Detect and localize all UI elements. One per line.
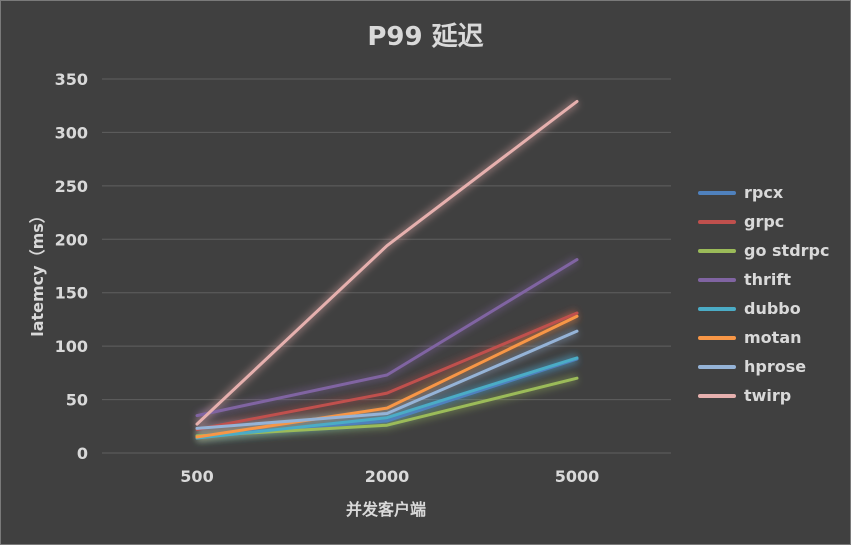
legend-item-grpc[interactable]: grpc [698, 207, 829, 236]
y-tick-label: 100 [55, 337, 88, 356]
legend: rpcx grpc go stdrpc thrift dubbo motan h… [698, 178, 829, 410]
y-tick-label: 250 [55, 177, 88, 196]
legend-item-thrift[interactable]: thrift [698, 265, 829, 294]
y-axis-label: latemcy（ms） [28, 207, 47, 337]
series-lines [195, 99, 579, 440]
legend-swatch-hprose [698, 364, 736, 369]
legend-label-grpc: grpc [744, 212, 785, 231]
legend-item-dubbo[interactable]: dubbo [698, 294, 829, 323]
y-tick-label: 300 [55, 123, 88, 142]
y-tick-labels: 0 50 100 150 200 250 300 350 [55, 70, 88, 463]
legend-label-rpcx: rpcx [744, 183, 784, 202]
legend-label-twirp: twirp [744, 386, 792, 405]
y-tick-label: 200 [55, 230, 88, 249]
legend-label-hprose: hprose [744, 357, 807, 376]
legend-swatch-thrift [698, 277, 736, 282]
legend-label-go-stdrpc: go stdrpc [744, 241, 830, 260]
x-tick-labels: 500 2000 5000 [180, 467, 599, 486]
legend-item-twirp[interactable]: twirp [698, 381, 829, 410]
legend-label-motan: motan [744, 328, 802, 347]
legend-swatch-grpc [698, 219, 736, 224]
x-tick-label: 500 [180, 467, 213, 486]
x-tick-label: 5000 [555, 467, 600, 486]
legend-label-dubbo: dubbo [744, 299, 801, 318]
grid-lines [102, 78, 671, 454]
x-axis-label: 并发客户端 [345, 500, 427, 519]
y-tick-label: 350 [55, 70, 88, 89]
x-tick-label: 2000 [365, 467, 410, 486]
legend-item-go-stdrpc[interactable]: go stdrpc [698, 236, 829, 265]
legend-swatch-rpcx [698, 190, 736, 195]
legend-item-hprose[interactable]: hprose [698, 352, 829, 381]
legend-swatch-dubbo [698, 306, 736, 311]
y-tick-label: 50 [66, 391, 88, 410]
series-glow [193, 97, 580, 443]
legend-label-thrift: thrift [744, 270, 792, 289]
legend-item-motan[interactable]: motan [698, 323, 829, 352]
legend-swatch-go-stdrpc [698, 248, 736, 253]
y-tick-label: 150 [55, 284, 88, 303]
chart-title: P99 延迟 [367, 22, 484, 52]
y-tick-label: 0 [77, 444, 88, 463]
legend-swatch-motan [698, 335, 736, 340]
legend-swatch-twirp [698, 393, 736, 398]
legend-item-rpcx[interactable]: rpcx [698, 178, 829, 207]
